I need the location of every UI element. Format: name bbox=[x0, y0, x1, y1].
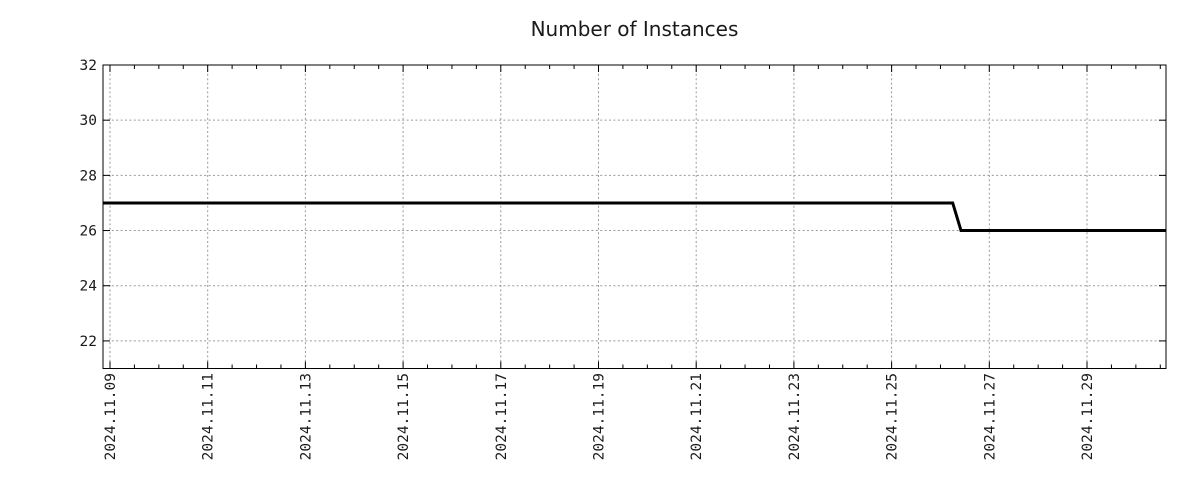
y-tick-label: 32 bbox=[80, 58, 97, 74]
x-tick-label: 2024.11.13 bbox=[298, 373, 314, 460]
x-tick-label: 2024.11.27 bbox=[982, 373, 998, 460]
y-tick-label: 26 bbox=[80, 224, 97, 240]
x-tick-label: 2024.11.17 bbox=[494, 373, 510, 460]
chart-title: Number of Instances bbox=[530, 17, 739, 41]
data-line-instances bbox=[103, 201, 1166, 232]
y-tick-label: 28 bbox=[80, 168, 97, 184]
x-tick-label: 2024.11.19 bbox=[591, 373, 607, 460]
x-tick-label: 2024.11.21 bbox=[689, 373, 705, 460]
x-tick-label: 2024.11.15 bbox=[396, 373, 412, 460]
x-tick-label: 2024.11.11 bbox=[201, 373, 217, 460]
x-tick-label: 2024.11.23 bbox=[787, 373, 803, 460]
x-tick-label: 2024.11.09 bbox=[103, 373, 119, 460]
x-tick-label: 2024.11.25 bbox=[885, 373, 901, 460]
y-tick-label: 30 bbox=[80, 113, 97, 129]
y-tick-label: 22 bbox=[80, 334, 97, 350]
x-tick-label: 2024.11.29 bbox=[1080, 373, 1096, 460]
y-tick-label: 24 bbox=[80, 279, 98, 295]
plot-border bbox=[102, 64, 1167, 369]
